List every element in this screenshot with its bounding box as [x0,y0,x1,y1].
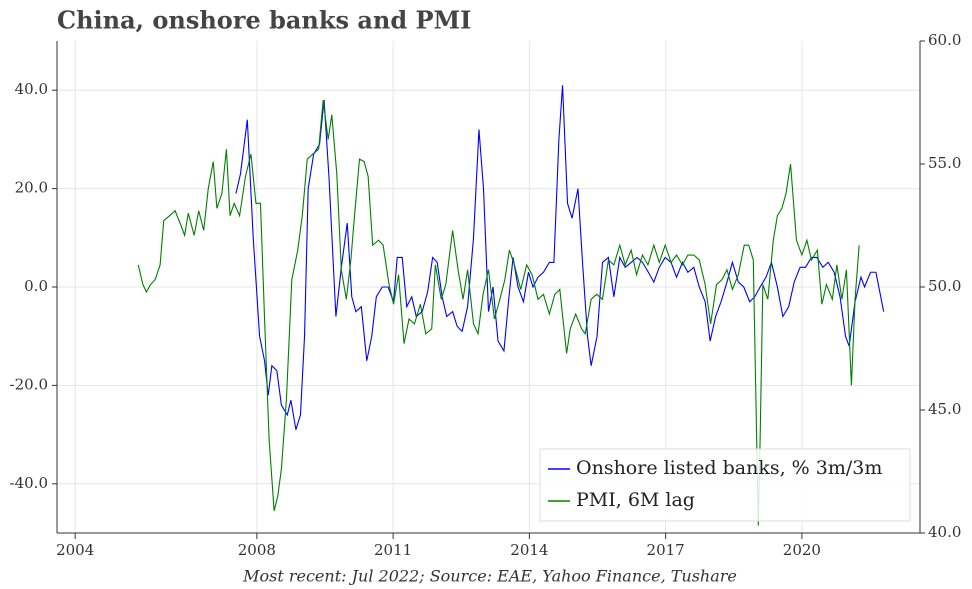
y2-tick-label: 55.0 [928,154,961,172]
x-tick-label: 2004 [56,541,94,559]
y-tick-label: 20.0 [15,179,48,197]
y-tick-label: -20.0 [10,375,48,393]
legend-label: PMI, 6M lag [576,489,695,511]
x-tick-label: 2011 [374,541,412,559]
y2-tick-label: 50.0 [928,277,961,295]
y2-tick-label: 60.0 [928,31,961,49]
caption: Most recent: Jul 2022; Source: EAE, Yaho… [242,567,737,586]
x-tick-label: 2020 [783,541,821,559]
legend-label: Onshore listed banks, % 3m/3m [576,457,882,479]
chart-title: China, onshore banks and PMI [57,6,471,35]
x-tick-label: 2017 [647,541,685,559]
y-tick-label: 40.0 [15,80,48,98]
series-line [137,99,860,526]
y-tick-label: -40.0 [10,474,48,492]
y2-tick-label: 45.0 [928,400,961,418]
x-tick-label: 2008 [238,541,276,559]
y-tick-label: 0.0 [24,277,48,295]
y2-tick-label: 40.0 [928,523,961,541]
legend-box [539,448,911,522]
x-tick-label: 2014 [510,541,548,559]
series-line [235,85,885,430]
